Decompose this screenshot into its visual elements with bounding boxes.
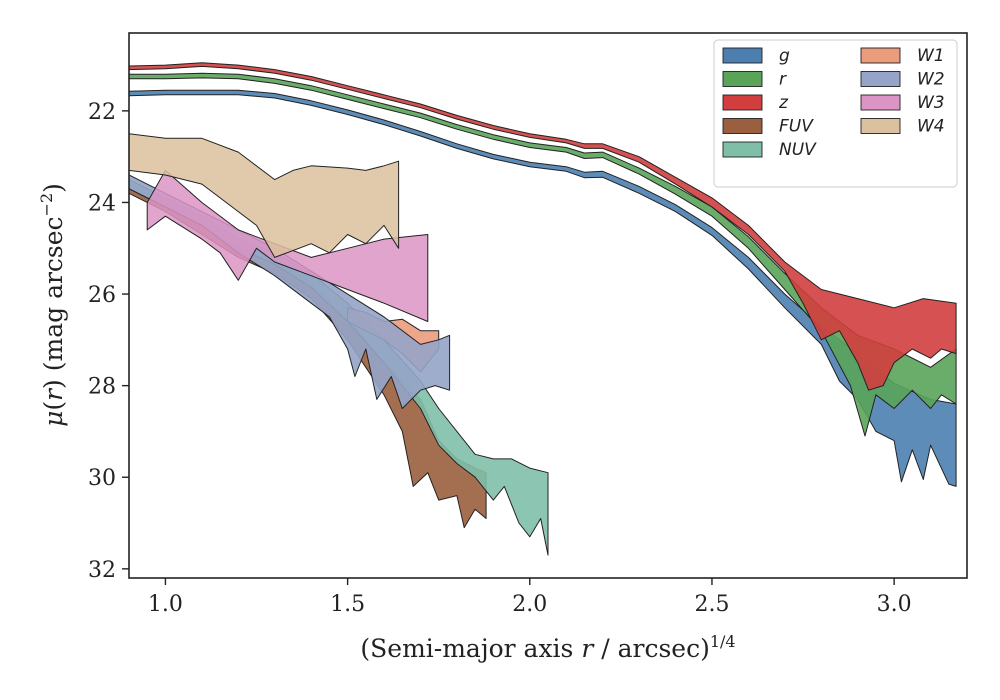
y-axis-label-close: ) [39, 379, 68, 389]
legend-entry-w1: W1 [860, 46, 945, 66]
y-axis-label-mu: μ [39, 411, 68, 427]
y-tick-label: 28 [88, 375, 116, 400]
legend-label: r [779, 70, 787, 90]
legend-swatch [722, 71, 763, 87]
y-axis-label: μ(r) (mag arcsec−2) [37, 183, 68, 427]
x-tick-label: 1.5 [330, 592, 365, 617]
legend-label: W2 [917, 70, 945, 90]
x-axis-label-middle: / arcsec) [593, 634, 710, 663]
legend-entry-r: r [722, 70, 787, 90]
series-band-r [129, 72, 957, 437]
series-band-g [129, 89, 957, 487]
x-axis-label-var: r [581, 634, 595, 663]
legend-label: W1 [917, 46, 945, 66]
legend-swatch [860, 71, 901, 87]
y-tick-label: 22 [88, 100, 116, 125]
legend-swatch [860, 47, 901, 64]
legend-label: g [779, 46, 790, 66]
legend-swatch [722, 141, 763, 158]
x-tick-label: 2.5 [694, 592, 729, 617]
series-band-z [129, 62, 957, 391]
legend-entry-z: z [722, 93, 789, 113]
legend-swatch [860, 118, 901, 134]
y-axis-label-open: ( [39, 401, 68, 411]
y-axis-label-var: r [39, 387, 68, 401]
y-tick-label: 30 [88, 466, 116, 491]
x-axis-label-sup: 1/4 [710, 632, 736, 651]
y-axis-label-rest: (mag arcsec [39, 216, 68, 379]
y-tick-label: 26 [88, 283, 116, 308]
legend-entry-w2: W2 [860, 70, 945, 90]
legend-entry-w3: W3 [860, 93, 945, 113]
x-axis-label: (Semi-major axis r / arcsec)1/4 [360, 632, 735, 663]
series-band-w3 [146, 169, 429, 322]
series-band-w4 [129, 133, 400, 258]
ticks-layer: 1.0 1.5 2.0 2.5 3.0 22 24 26 28 30 32 [88, 100, 912, 617]
legend-swatch [722, 94, 763, 111]
legend-entry-w4: W4 [860, 117, 945, 137]
legend-swatch [722, 118, 763, 134]
legend-entry-g: g [722, 46, 790, 66]
y-axis-label-sup: −2 [37, 193, 56, 217]
legend-swatch [722, 47, 763, 64]
x-axis-label-prefix: (Semi-major axis [360, 634, 581, 663]
legend-label: FUV [779, 117, 814, 137]
series-layer [129, 62, 957, 556]
legend-swatch [860, 94, 901, 111]
legend-label: W4 [917, 117, 945, 137]
x-tick-label: 2.0 [512, 592, 547, 617]
y-axis-label-end: ) [39, 183, 68, 193]
legend: grz FUV NUV W1 W2 W3 W4 [713, 39, 958, 188]
legend-label: NUV [779, 140, 817, 160]
plot-frame [128, 32, 968, 579]
x-tick-label: 1.0 [148, 592, 183, 617]
legend-label: z [778, 93, 789, 113]
y-tick-label: 32 [88, 558, 116, 583]
legend-entry-fuv: FUV [722, 117, 814, 137]
y-tick-label: 24 [88, 191, 116, 216]
legend-label: W3 [917, 93, 945, 113]
x-tick-label: 3.0 [877, 592, 912, 617]
legend-entry-nuv: NUV [722, 140, 817, 160]
